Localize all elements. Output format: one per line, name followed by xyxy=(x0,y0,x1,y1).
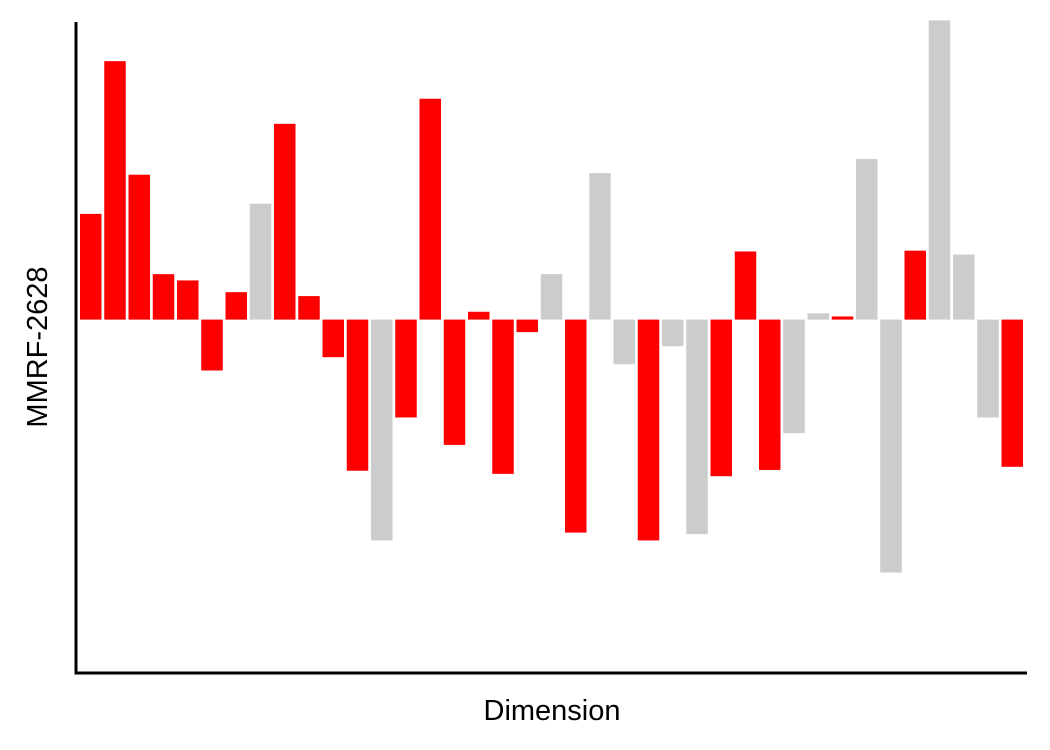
bar-28 xyxy=(734,251,757,320)
bar-34 xyxy=(880,319,902,573)
bar-20 xyxy=(540,274,563,320)
bar-30 xyxy=(783,319,805,434)
bar-10 xyxy=(298,296,320,320)
bar-14 xyxy=(395,319,417,418)
x-axis-title: Dimension xyxy=(484,695,621,727)
bar-33 xyxy=(856,159,878,320)
bar-22 xyxy=(589,173,611,320)
bar-3 xyxy=(128,174,150,320)
bar-39 xyxy=(1001,319,1023,467)
bar-17 xyxy=(468,311,490,320)
bar-11 xyxy=(322,319,344,358)
bar-32 xyxy=(831,316,854,320)
bar-13 xyxy=(371,319,393,541)
bar-7 xyxy=(225,292,247,320)
bar-5 xyxy=(177,280,199,320)
bar-6 xyxy=(201,319,223,371)
y-axis-title: MMRF-2628 xyxy=(22,266,54,427)
bar-24 xyxy=(637,319,660,541)
bar-31 xyxy=(807,313,829,320)
bar-9 xyxy=(274,123,296,320)
bar-21 xyxy=(565,319,587,533)
bar-19 xyxy=(516,319,538,333)
bar-37 xyxy=(953,254,975,320)
bar-1 xyxy=(80,213,102,320)
bar-12 xyxy=(346,319,369,471)
bar-23 xyxy=(613,319,635,365)
bar-27 xyxy=(710,319,732,477)
bar-36 xyxy=(928,20,951,320)
bar-15 xyxy=(419,98,441,320)
bar-38 xyxy=(977,319,999,418)
bar-4 xyxy=(152,274,175,320)
bars-group xyxy=(80,20,1023,573)
bar-18 xyxy=(492,319,514,474)
bar-26 xyxy=(686,319,708,535)
bar-16 xyxy=(443,319,466,445)
bar-29 xyxy=(759,319,781,470)
bar-2 xyxy=(104,61,126,320)
bar-8 xyxy=(249,203,272,320)
bar-25 xyxy=(662,319,684,347)
bar-35 xyxy=(904,250,926,320)
